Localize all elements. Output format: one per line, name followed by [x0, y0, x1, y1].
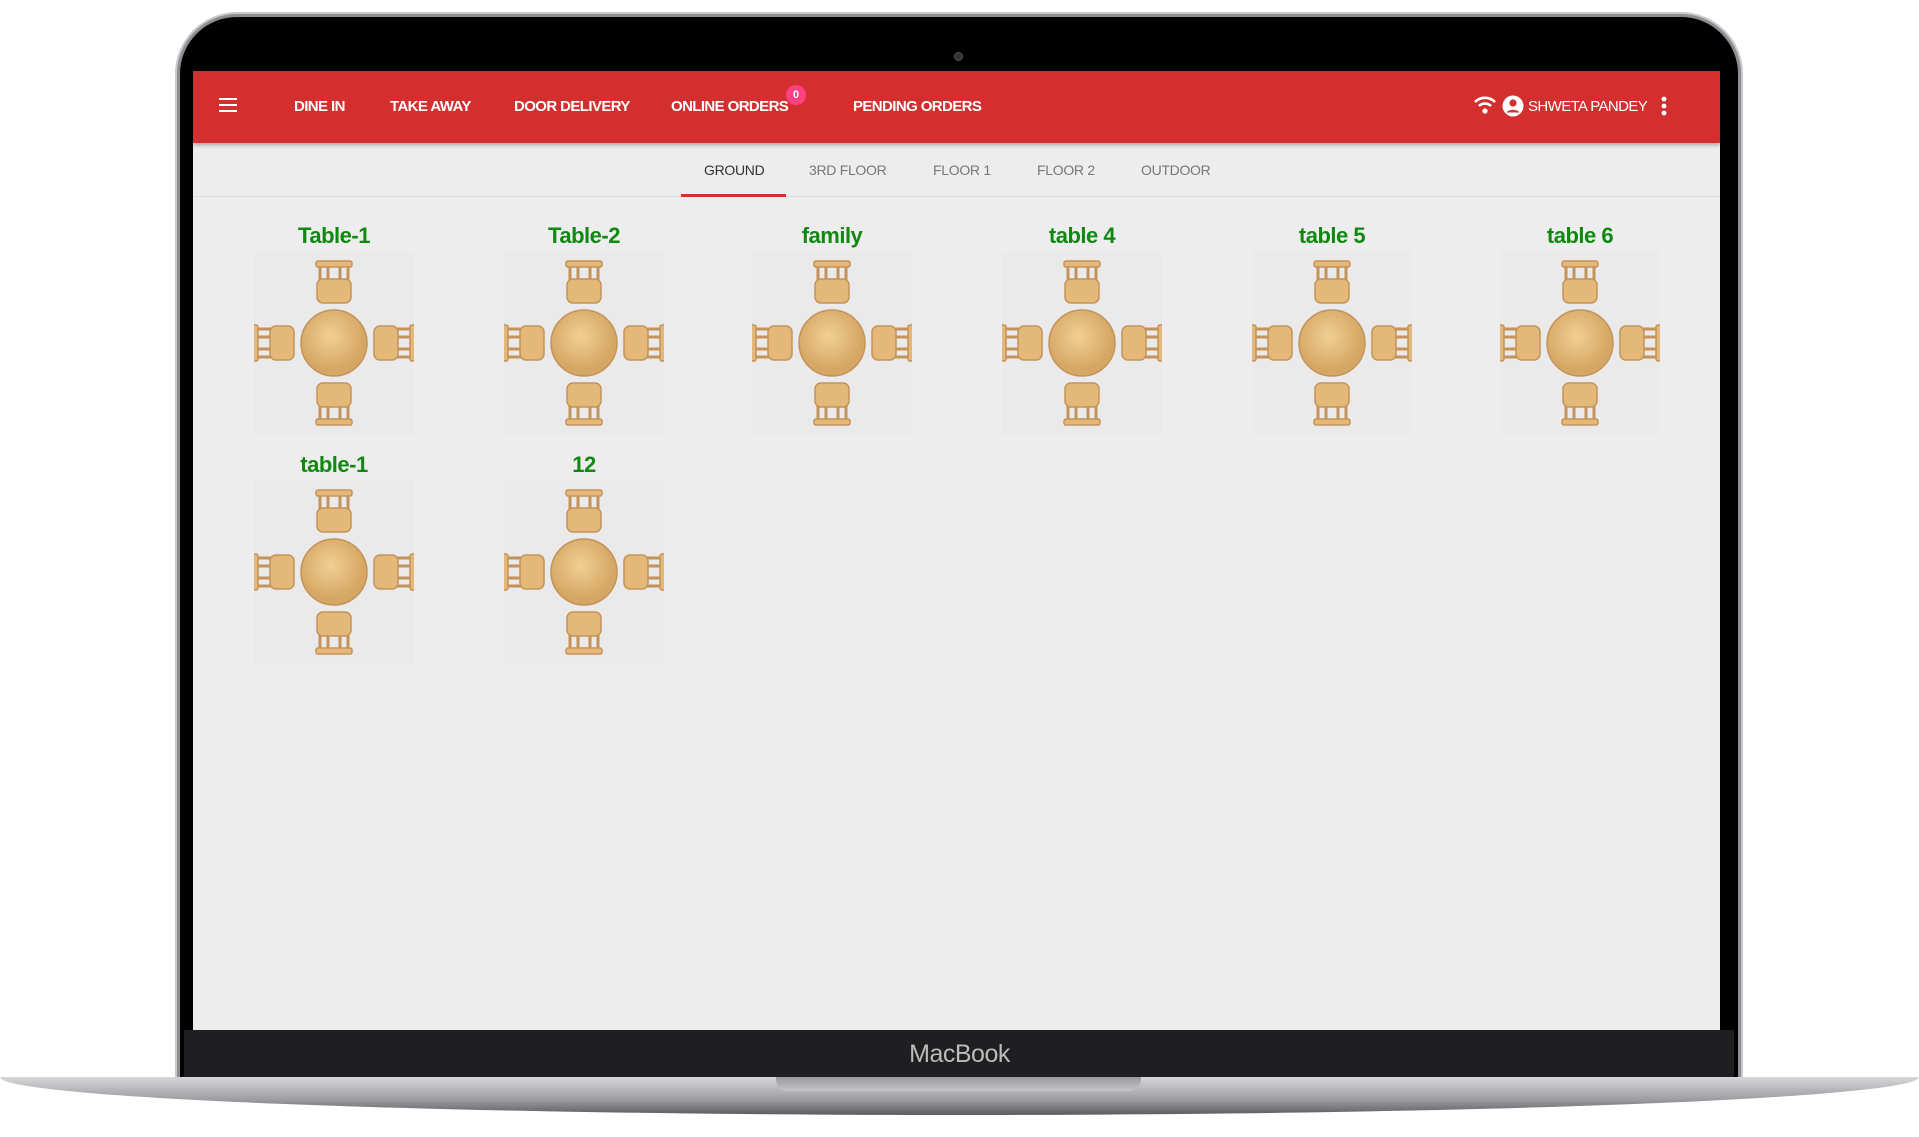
table-image	[504, 251, 664, 435]
user-name[interactable]: SHWETA PANDEY	[1528, 98, 1648, 115]
app-screen: DINE IN TAKE AWAY DOOR DELIVERY ONLINE O…	[193, 71, 1720, 1030]
table-image	[254, 251, 414, 435]
nav-door-delivery[interactable]: DOOR DELIVERY	[514, 98, 630, 115]
account-circle-icon[interactable]	[1502, 95, 1524, 117]
table-card[interactable]: table 6	[1495, 223, 1665, 435]
tab-3rd-floor[interactable]: 3RD FLOOR	[809, 162, 887, 178]
online-orders-badge: 0	[786, 85, 806, 105]
laptop-notch	[776, 1077, 1141, 1091]
table-card[interactable]: 12	[499, 452, 669, 664]
table-card[interactable]: Table-1	[249, 223, 419, 435]
nav-dine-in[interactable]: DINE IN	[294, 98, 345, 115]
device-brand: MacBook	[909, 1040, 1010, 1068]
table-image	[1252, 251, 1412, 435]
table-name: Table-1	[298, 223, 370, 248]
table-card[interactable]: table-1	[249, 452, 419, 664]
more-vert-icon[interactable]	[1661, 96, 1667, 116]
table-name: table 6	[1546, 223, 1614, 248]
table-image	[254, 480, 414, 664]
table-name: Table-2	[548, 223, 620, 248]
table-image	[752, 251, 912, 435]
table-name: table-1	[300, 452, 368, 477]
table-image	[1002, 251, 1162, 435]
top-nav-bar: DINE IN TAKE AWAY DOOR DELIVERY ONLINE O…	[193, 71, 1720, 143]
table-name: table 4	[1048, 223, 1116, 248]
tab-floor-1[interactable]: FLOOR 1	[933, 162, 991, 178]
nav-take-away[interactable]: TAKE AWAY	[390, 98, 471, 115]
table-image	[1500, 251, 1660, 435]
table-name: table 5	[1298, 223, 1366, 248]
table-name: family	[801, 223, 863, 248]
table-card[interactable]: table 5	[1247, 223, 1417, 435]
wifi-icon	[1474, 96, 1496, 114]
hamburger-menu-icon[interactable]	[219, 98, 237, 112]
active-tab-indicator	[681, 194, 786, 197]
camera	[954, 52, 963, 61]
floor-tabs: GROUND 3RD FLOOR FLOOR 1 FLOOR 2 OUTDOOR	[193, 143, 1720, 197]
nav-pending-orders[interactable]: PENDING ORDERS	[853, 98, 982, 115]
tab-ground[interactable]: GROUND	[704, 162, 765, 178]
tab-outdoor[interactable]: OUTDOOR	[1141, 162, 1211, 178]
table-card[interactable]: family	[747, 223, 917, 435]
bezel	[184, 1030, 1734, 1078]
nav-online-orders[interactable]: ONLINE ORDERS	[671, 98, 789, 115]
tab-floor-2[interactable]: FLOOR 2	[1037, 162, 1095, 178]
table-card[interactable]: table 4	[997, 223, 1167, 435]
table-card[interactable]: Table-2	[499, 223, 669, 435]
table-image	[504, 480, 664, 664]
table-name: 12	[572, 452, 596, 477]
